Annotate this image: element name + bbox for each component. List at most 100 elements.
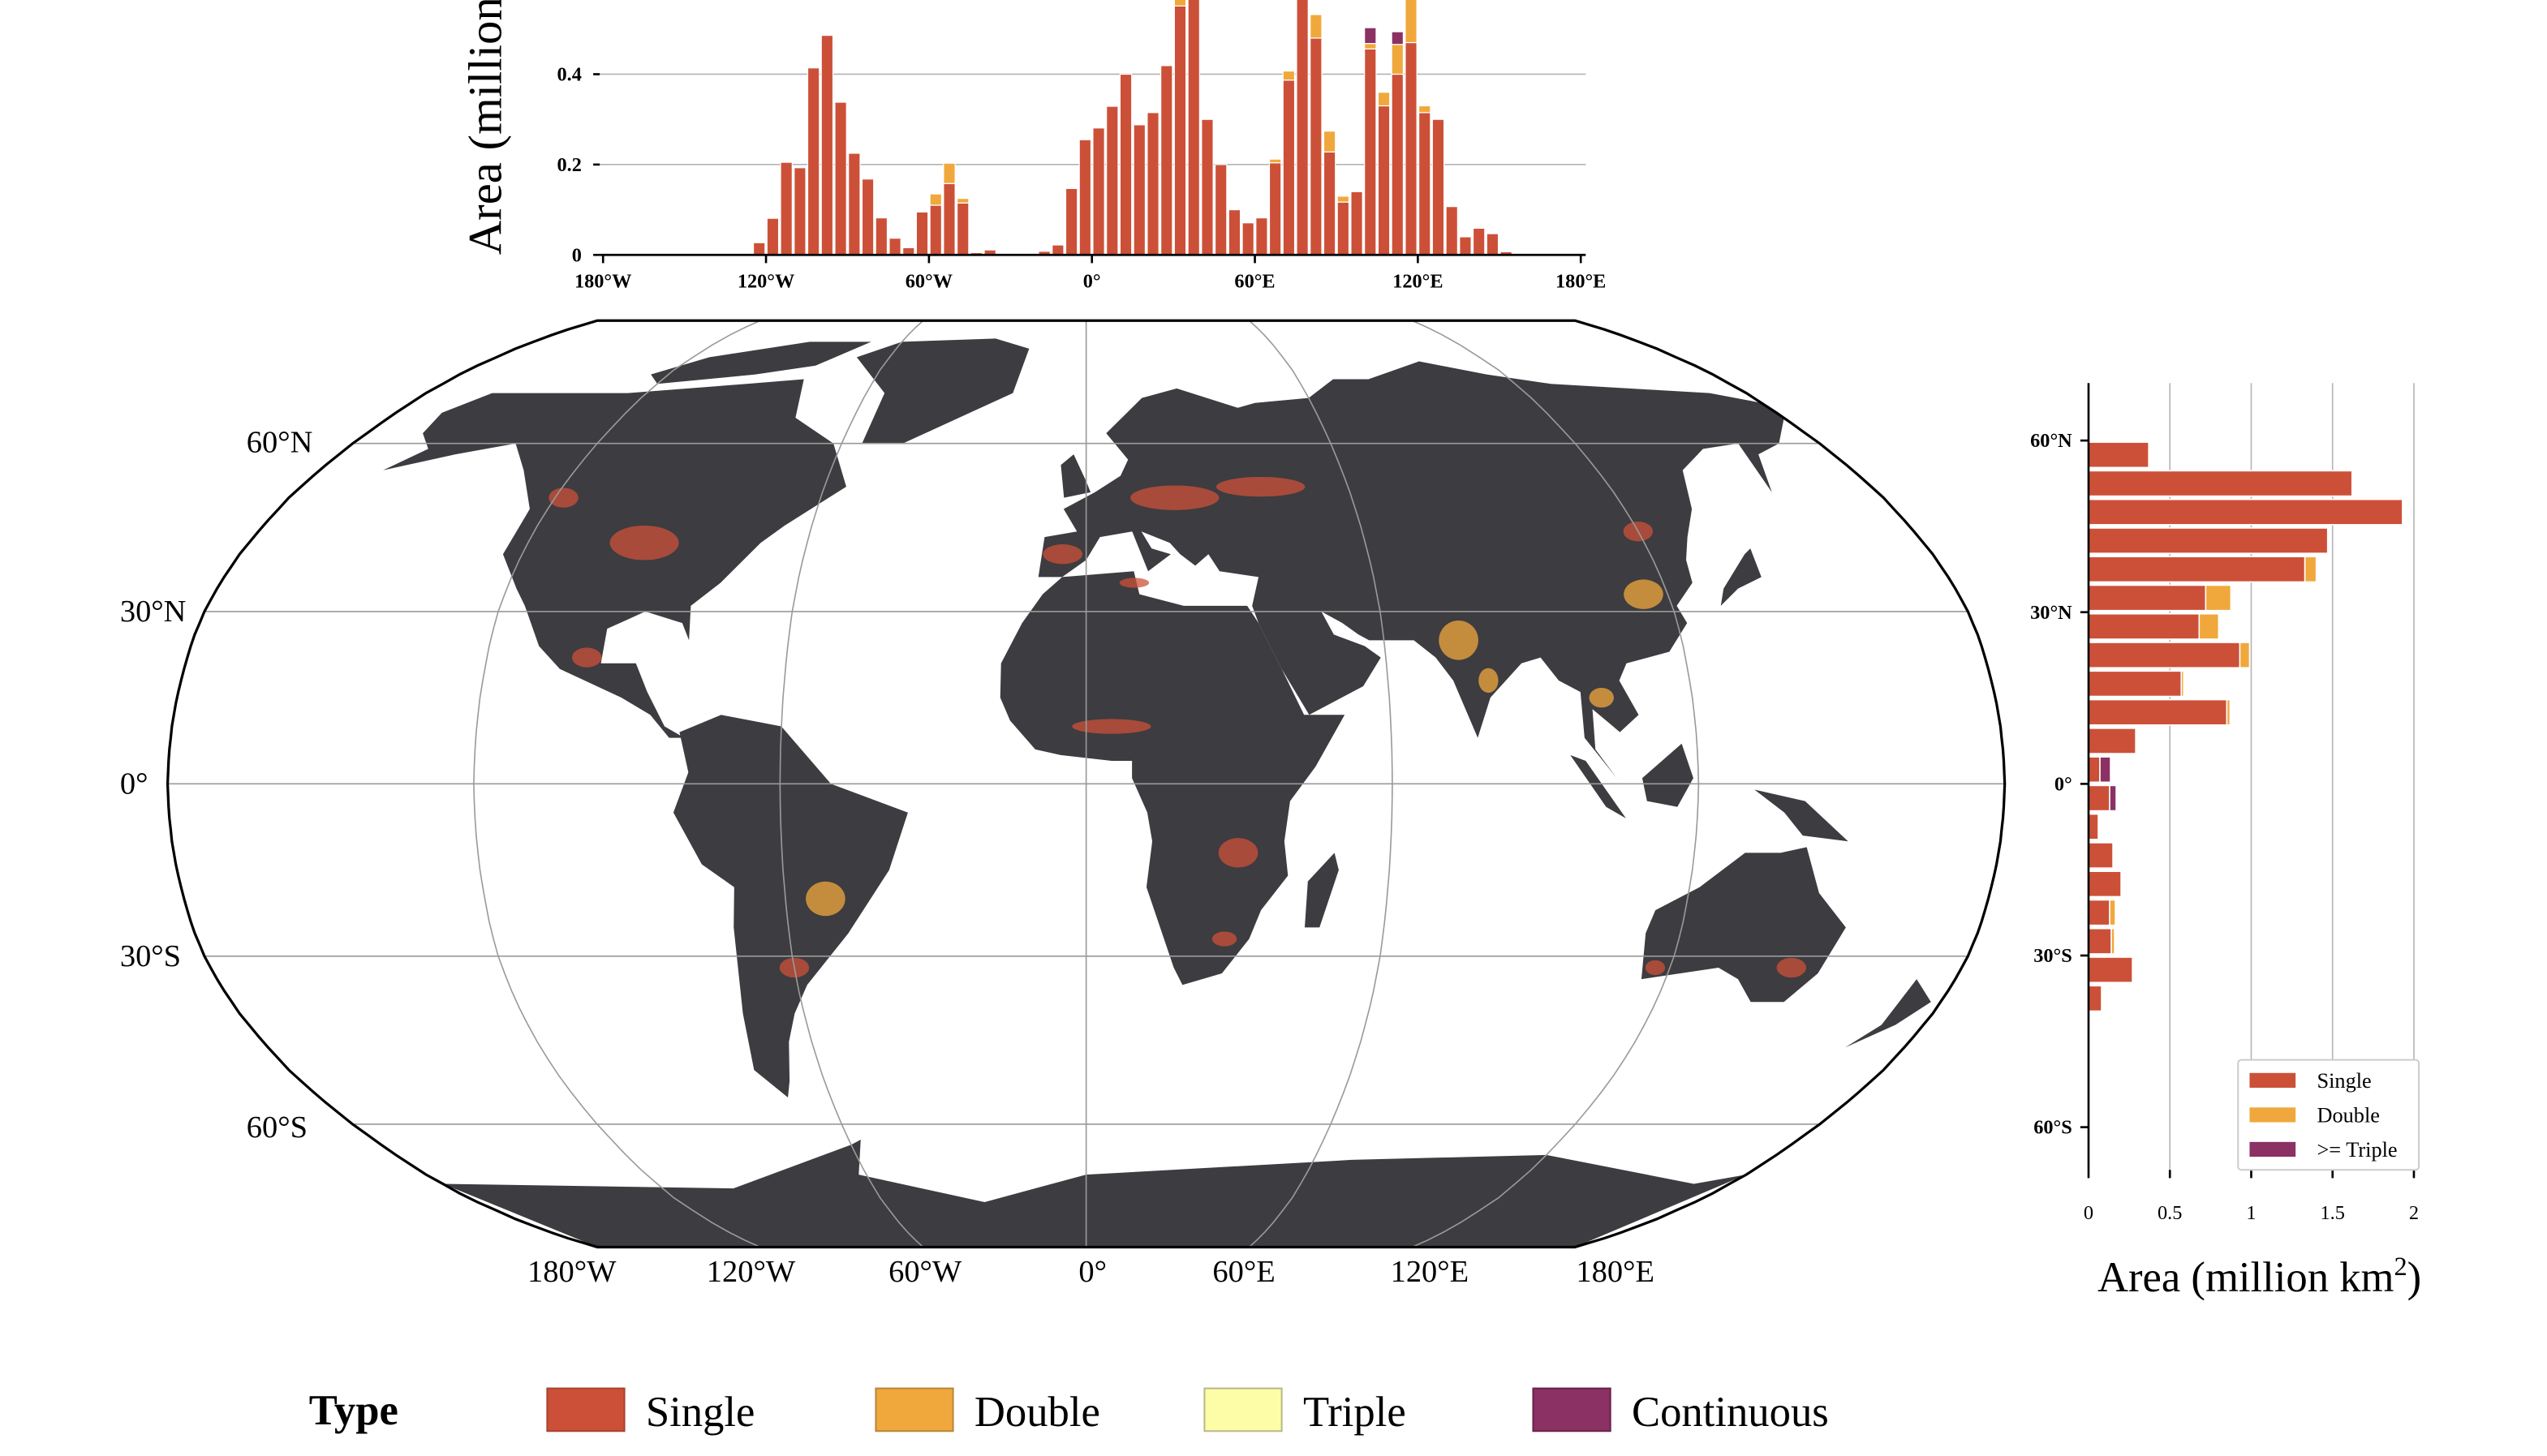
bar-double [1391, 44, 1405, 75]
lon-label: 0° [1078, 1255, 1107, 1289]
x-tick-label: 180°W [574, 271, 631, 293]
cropland-area [1439, 621, 1478, 660]
right-legend: Single Double >= Triple [2237, 1059, 2420, 1171]
bar-single [2088, 670, 2183, 698]
bar-single [807, 67, 820, 256]
bar-double [2226, 698, 2231, 726]
y-tick-label: 60°S [2033, 1117, 2072, 1139]
landmass-greenland [856, 338, 1030, 444]
cropland-area [1215, 476, 1306, 497]
bar-single [1405, 41, 1418, 256]
bar-triple [2109, 784, 2117, 812]
bar-single [902, 247, 915, 256]
bar-single [1228, 208, 1241, 256]
bar-single [1241, 222, 1254, 256]
y-tick-label: 0 [572, 244, 582, 266]
bar-single [1336, 201, 1350, 256]
x-tick-label: 0.5 [2158, 1202, 2182, 1224]
latitude-histogram: 60°N 30°N 0° 30°S 60°S 0 0.5 1 1.5 2 Area (millio… [2030, 383, 2421, 1301]
y-tick-label: 60°N [2030, 430, 2072, 452]
bar-single [2088, 985, 2102, 1012]
cropland-area [1478, 668, 1499, 694]
bar-single [2088, 899, 2110, 926]
bar-single [1106, 105, 1119, 256]
landmass-arctic-islands [651, 341, 871, 384]
bar-single [2088, 556, 2306, 583]
bar-double [2304, 556, 2317, 583]
bar-double [2198, 612, 2220, 640]
bar-single [2088, 498, 2403, 526]
landmass-north-america [383, 379, 846, 738]
bar-single [2088, 870, 2122, 898]
cropland-area [1218, 838, 1258, 868]
bar-single [1350, 191, 1363, 256]
bar-double [1173, 0, 1187, 6]
bar-double [1268, 158, 1282, 164]
bar-single [1445, 206, 1458, 256]
cropland-area [1645, 960, 1666, 976]
landmass-eurasia [1038, 361, 1784, 779]
bar-single [861, 178, 875, 256]
bar-double [943, 162, 956, 184]
meridian-line [473, 320, 761, 1248]
cropland-area [1072, 719, 1151, 734]
bar-single [848, 152, 861, 256]
lon-label: 60°E [1212, 1255, 1275, 1289]
cropland-area [1119, 578, 1150, 588]
bar-double [1336, 195, 1350, 203]
cropland-area [1776, 957, 1807, 978]
bar-single [1160, 65, 1173, 256]
bar-single [1173, 5, 1187, 256]
bar-single [2088, 527, 2329, 554]
bar-single [834, 101, 847, 256]
legend-label: >= Triple [2317, 1138, 2397, 1162]
bar-double [2205, 584, 2232, 612]
legend-label-double: Double [974, 1389, 1100, 1436]
bar-double [1310, 14, 1323, 39]
cropland-area [609, 525, 679, 560]
bar-triple [1391, 31, 1405, 45]
map-frame [166, 319, 2007, 1249]
bar-single [1133, 124, 1147, 256]
bar-single [2088, 612, 2201, 640]
bar-single [1065, 187, 1078, 256]
bar-single [2088, 813, 2099, 840]
bar-double [929, 193, 943, 206]
bar-triple [2099, 756, 2111, 784]
x-tick-label: 0° [1083, 271, 1101, 293]
bar-single [888, 238, 901, 256]
bar-single [1431, 118, 1445, 256]
meridian-line [1248, 320, 1393, 1248]
landmass-south-america [673, 715, 908, 1097]
cropland-area [1589, 687, 1614, 708]
legend-label-continuous: Continuous [1632, 1389, 1829, 1436]
x-tick-label: 60°W [906, 271, 953, 293]
bar-single [780, 161, 793, 256]
bar-single [752, 242, 766, 256]
bar-single [766, 217, 780, 256]
bar-single [2088, 842, 2114, 869]
bar-single [2088, 956, 2133, 984]
bar-double [1418, 105, 1431, 114]
bar-triple [1364, 27, 1377, 45]
legend-swatch-triple [2249, 1141, 2296, 1157]
bar-single [1472, 227, 1486, 256]
bar-single [1078, 139, 1092, 256]
bar-double [1405, 0, 1418, 44]
bar-double [2239, 642, 2251, 669]
meridian-line [779, 320, 924, 1248]
bar-single [1377, 105, 1391, 256]
lon-label: 120°E [1391, 1255, 1469, 1289]
bar-single [929, 204, 943, 256]
bar-double [2109, 899, 2116, 926]
lon-label: 180°W [527, 1255, 617, 1289]
legend-title: Type [309, 1387, 398, 1434]
bar-single [794, 167, 807, 256]
bar-single [1052, 244, 1065, 256]
bar-single [2088, 784, 2110, 812]
y-tick-label: 0.4 [557, 64, 582, 86]
bar-single [2088, 728, 2136, 754]
y-tick-label: 0.2 [557, 154, 582, 176]
x-tick-label: 2 [2409, 1202, 2419, 1224]
